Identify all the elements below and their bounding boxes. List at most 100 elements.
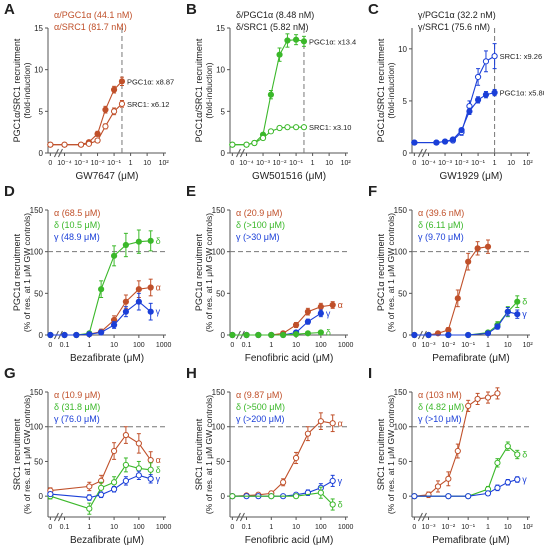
y-tick-label: 150 xyxy=(30,388,44,397)
data-point xyxy=(86,494,93,501)
data-point xyxy=(304,330,312,337)
data-point xyxy=(47,490,54,498)
series-end-label: PGC1α: x8.87 xyxy=(127,77,174,86)
y-axis-label: (% of res. at 1 μM GW controls) xyxy=(204,213,214,332)
series-end-label: γ xyxy=(522,475,527,485)
y-tick-label: 15 xyxy=(34,24,43,33)
data-point xyxy=(118,100,126,107)
y-tick-label: 150 xyxy=(212,388,226,397)
legend-entry: δ/SRC1 (5.82 nM) xyxy=(236,22,309,32)
data-point xyxy=(110,321,118,329)
data-point xyxy=(122,308,130,315)
data-point xyxy=(329,420,336,427)
data-point xyxy=(110,447,118,455)
data-point xyxy=(474,96,482,103)
data-point xyxy=(110,479,118,486)
data-point xyxy=(94,130,101,137)
x-tick-label: 0.1 xyxy=(60,524,70,531)
data-point xyxy=(317,303,324,310)
x-tick-label: 10⁻³ xyxy=(422,342,436,349)
data-point xyxy=(110,86,118,93)
data-point xyxy=(474,395,481,403)
data-point xyxy=(147,237,154,244)
y-tick-label: 50 xyxy=(216,457,225,466)
y-tick-label: 5 xyxy=(221,107,226,116)
legend-entry: δ/PGC1α (8.48 nM) xyxy=(236,10,314,20)
series-end-label: α xyxy=(156,455,161,465)
data-point xyxy=(514,476,521,483)
legend-entry: δ (10.5 μM) xyxy=(54,220,100,230)
data-point xyxy=(491,53,498,60)
x-tick-label: 10⁻³ xyxy=(422,524,436,531)
panel-E: E 0 50 100 150 0 0.1 1 10 100 1000 Fenofibric acid … xyxy=(186,183,354,364)
series-end-label: α xyxy=(338,418,343,428)
x-tick-label: 10⁻² xyxy=(441,342,455,349)
y-tick-label: 0 xyxy=(403,331,408,340)
data-point xyxy=(494,484,501,491)
x-tick-label: 10 xyxy=(292,524,300,531)
axis-break xyxy=(235,148,241,158)
data-point xyxy=(494,390,501,397)
legend-entry: δ (6.11 μM) xyxy=(418,220,464,230)
data-point xyxy=(465,258,472,265)
data-point xyxy=(317,489,324,496)
series-end-label: δ xyxy=(326,328,331,338)
axis-break xyxy=(57,512,63,522)
x-tick-label: 1 xyxy=(486,524,490,531)
data-point xyxy=(494,459,501,466)
data-point xyxy=(329,301,336,309)
x-tick-label: 10 xyxy=(110,342,118,349)
x-tick-label: 1000 xyxy=(156,342,172,349)
data-point xyxy=(135,238,142,245)
data-point xyxy=(317,329,324,336)
x-tick-label: 1 xyxy=(493,160,497,167)
x-tick-label: 10 xyxy=(504,524,512,531)
data-point xyxy=(445,493,452,500)
x-tick-label: 0 xyxy=(48,342,52,349)
legend-entry: α (68.5 μM) xyxy=(54,208,100,218)
y-axis-label: (fold-induction) xyxy=(22,62,32,118)
data-point xyxy=(147,466,154,473)
series-line xyxy=(232,126,304,146)
data-point xyxy=(484,394,492,401)
x-tick-label: 1 xyxy=(486,342,490,349)
data-point xyxy=(268,331,275,339)
panel-B: B 0 5 10 15 0 10⁻⁴ 10⁻³ 10⁻² 10⁻¹ 1 10 10² GW501516 (… xyxy=(186,1,356,182)
y-tick-label: 0 xyxy=(403,149,408,158)
series-end-label: SRC1: x3.10 xyxy=(309,123,352,132)
data-point xyxy=(86,331,93,338)
x-tick-label: 0 xyxy=(230,160,234,167)
data-point xyxy=(98,329,105,336)
data-point xyxy=(292,124,300,131)
data-point xyxy=(300,124,308,131)
data-point xyxy=(514,298,521,305)
x-tick-label: 100 xyxy=(133,342,145,349)
series-end-label: γ xyxy=(326,308,331,318)
data-point xyxy=(454,447,461,455)
y-tick-label: 0 xyxy=(39,492,44,501)
axis-break xyxy=(53,148,59,158)
x-tick-label: 10⁻³ xyxy=(256,160,270,167)
x-tick-label: 0 xyxy=(48,160,52,167)
series-end-label: γ xyxy=(338,476,343,486)
x-axis-label: Bezafibrate (μM) xyxy=(70,353,144,364)
y-tick-label: 50 xyxy=(398,457,407,466)
y-tick-label: 0 xyxy=(221,492,226,501)
data-point xyxy=(122,477,130,484)
y-axis-label: SRC1 recruitment xyxy=(194,418,204,490)
x-tick-label: 1000 xyxy=(338,342,354,349)
data-point xyxy=(122,431,130,439)
data-point xyxy=(110,486,118,493)
data-point xyxy=(329,477,336,484)
data-point xyxy=(135,472,142,479)
data-point xyxy=(317,310,324,317)
y-tick-label: 150 xyxy=(30,206,44,215)
x-tick-label: 0 xyxy=(230,524,234,531)
data-point xyxy=(445,326,452,334)
y-tick-label: 150 xyxy=(394,206,408,215)
data-point xyxy=(474,73,482,81)
y-axis-label: (% of res. at 1 μM GW controls) xyxy=(22,395,32,514)
x-axis-label: Fenofibric acid (μM) xyxy=(245,535,334,546)
data-point xyxy=(110,108,118,115)
data-point xyxy=(292,321,300,329)
